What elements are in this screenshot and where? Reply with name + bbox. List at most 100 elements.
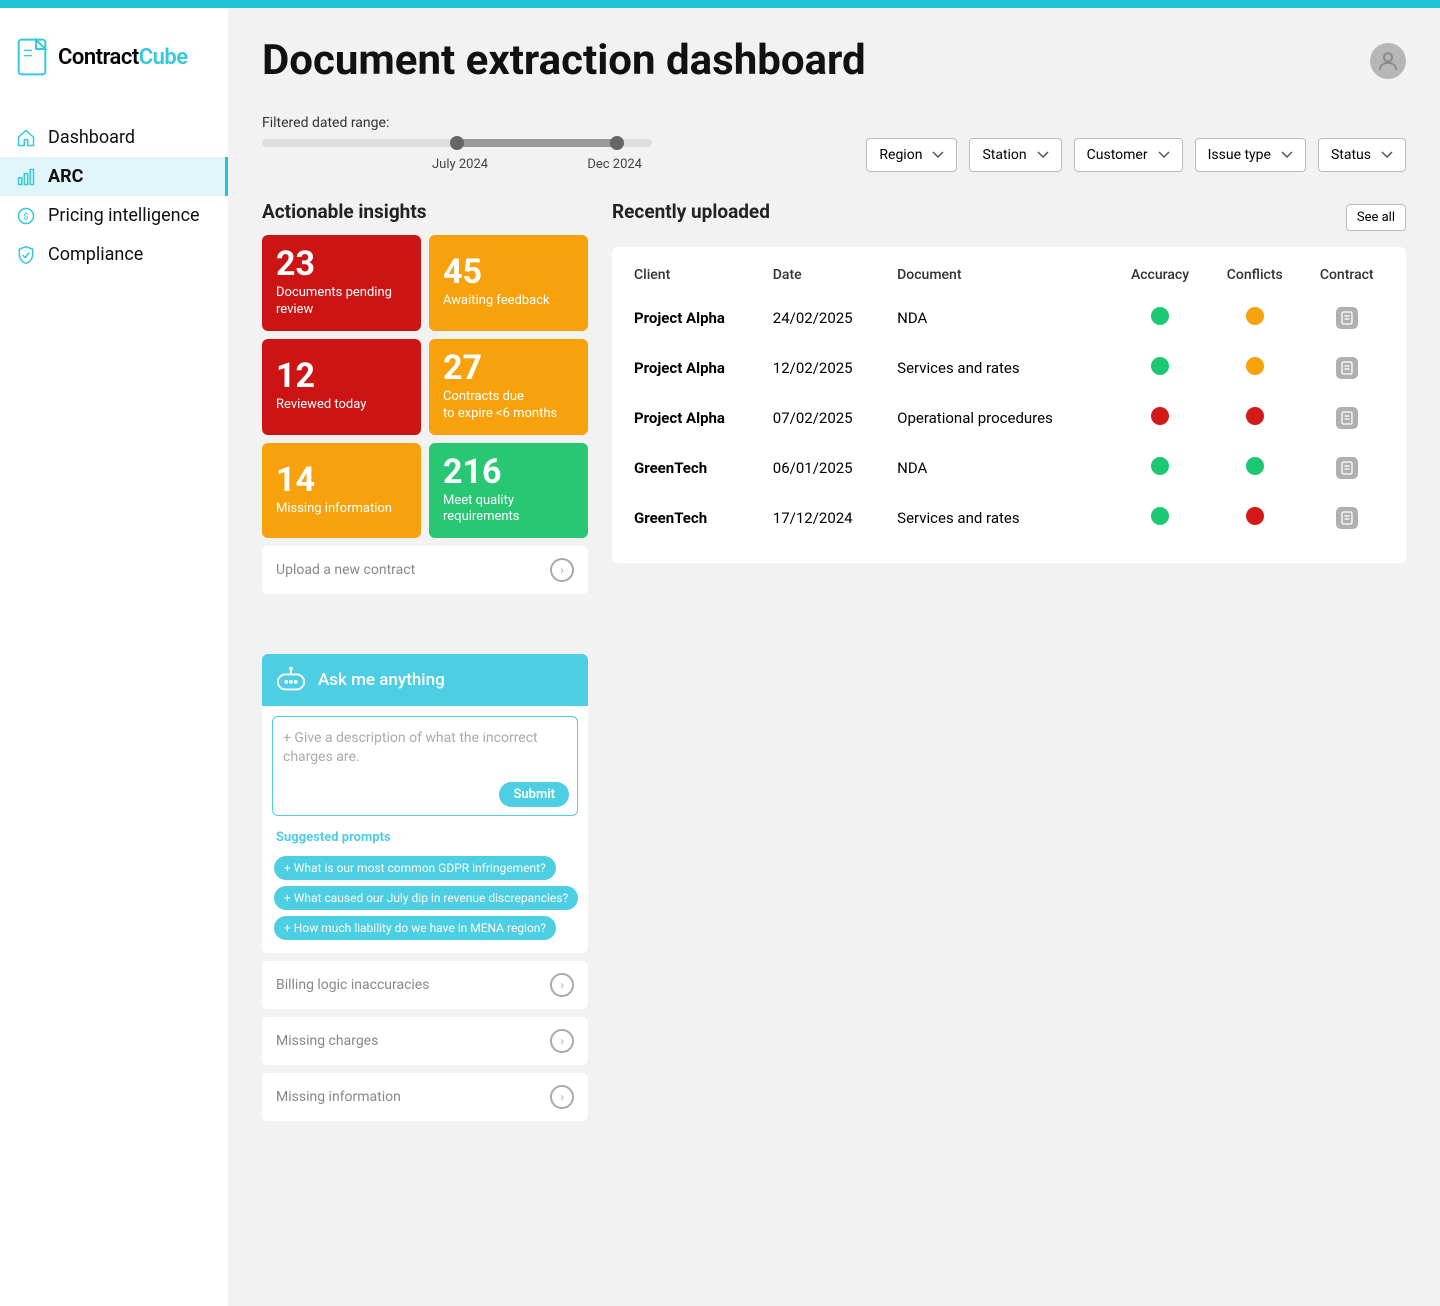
insight-card[interactable]: 27 Contracts dueto expire <6 months: [429, 339, 588, 435]
cell-date: 24/02/2025: [765, 293, 889, 343]
suggested-prompts-heading: Suggested prompts: [276, 830, 578, 845]
insight-value: 23: [276, 247, 407, 281]
table-row[interactable]: GreenTech06/01/2025NDA: [626, 443, 1392, 493]
suggested-chip[interactable]: + What is our most common GDPR infringem…: [274, 856, 556, 880]
page-title: Document extraction dashboard: [262, 36, 866, 85]
cell-document: Operational procedures: [889, 393, 1112, 443]
column-header: Accuracy: [1112, 257, 1208, 293]
insight-card[interactable]: 23 Documents pending review: [262, 235, 421, 331]
user-avatar[interactable]: [1370, 43, 1406, 79]
insight-label: Contracts dueto expire <6 months: [443, 389, 574, 423]
insight-cards-grid: 23 Documents pending review 45Awaiting fee…: [262, 235, 588, 538]
filter-select-region[interactable]: Region: [866, 138, 957, 172]
contract-doc-icon[interactable]: [1336, 457, 1358, 479]
svg-text:$: $: [23, 211, 28, 222]
date-range-slider[interactable]: [262, 139, 652, 147]
insight-label: Documents pending review: [276, 285, 407, 319]
nav-item-pricing-intelligence[interactable]: $Pricing intelligence: [0, 196, 228, 235]
cell-conflicts: [1208, 343, 1301, 393]
insight-value: 216: [443, 455, 574, 489]
nav-item-arc[interactable]: ARC: [0, 157, 228, 196]
sidebar: ContractCube Dashboard ARC $Pricing intell…: [0, 8, 228, 1306]
contract-doc-icon[interactable]: [1336, 307, 1358, 329]
uploads-heading: Recently uploaded: [612, 200, 770, 223]
contract-doc-icon[interactable]: [1336, 507, 1358, 529]
cell-accuracy: [1112, 343, 1208, 393]
logo-icon: [16, 36, 48, 78]
filter-select-customer[interactable]: Customer: [1074, 138, 1183, 172]
slider-handle-end[interactable]: [610, 136, 624, 150]
see-all-button[interactable]: See all: [1346, 204, 1406, 231]
shortcut-label: Billing logic inaccuracies: [276, 977, 429, 993]
cell-date: 17/12/2024: [765, 493, 889, 543]
cell-client: GreenTech: [626, 493, 765, 543]
filter-label: Station: [982, 147, 1026, 163]
suggested-chip[interactable]: + How much liability do we have in MENA …: [274, 916, 556, 940]
nav-item-label: Compliance: [48, 244, 143, 265]
ask-heading: Ask me anything: [318, 670, 445, 690]
insight-card[interactable]: 216 Meet quality requirements: [429, 443, 588, 539]
chevron-down-icon: [1158, 151, 1170, 159]
chevron-down-icon: [1281, 151, 1293, 159]
insight-value: 12: [276, 359, 407, 393]
filter-select-status[interactable]: Status: [1318, 138, 1406, 172]
submit-button[interactable]: Submit: [499, 782, 569, 807]
brand-logo[interactable]: ContractCube: [0, 26, 228, 118]
table-row[interactable]: Project Alpha24/02/2025NDA: [626, 293, 1392, 343]
cell-conflicts: [1208, 393, 1301, 443]
table-row[interactable]: Project Alpha07/02/2025Operational proce…: [626, 393, 1392, 443]
cell-document: NDA: [889, 443, 1112, 493]
shortcut-row[interactable]: Missing information›: [262, 1073, 588, 1121]
filter-label: Customer: [1087, 147, 1148, 163]
insight-card[interactable]: 45Awaiting feedback: [429, 235, 588, 331]
cell-accuracy: [1112, 293, 1208, 343]
upload-contract-label: Upload a new contract: [276, 562, 415, 578]
insight-value: 45: [443, 255, 574, 289]
ask-placeholder: + Give a description of what the incorre…: [283, 730, 538, 765]
cell-accuracy: [1112, 493, 1208, 543]
insight-card[interactable]: 14 Missing information: [262, 443, 421, 539]
table-row[interactable]: Project Alpha12/02/2025Services and rate…: [626, 343, 1392, 393]
top-accent-bar: [0, 0, 1440, 8]
chevron-right-icon: ›: [550, 973, 574, 997]
table-row[interactable]: GreenTech17/12/2024Services and rates: [626, 493, 1392, 543]
cell-document: Services and rates: [889, 493, 1112, 543]
cell-client: Project Alpha: [626, 293, 765, 343]
chevron-right-icon: ›: [550, 1029, 574, 1053]
cell-conflicts: [1208, 493, 1301, 543]
filter-selects: Region Station Customer Issue type Status: [866, 138, 1406, 172]
shortcut-row[interactable]: Missing charges›: [262, 1017, 588, 1065]
insight-label: Missing information: [276, 501, 407, 518]
shortcut-label: Missing information: [276, 1089, 401, 1105]
cell-conflicts: [1208, 443, 1301, 493]
upload-contract-row[interactable]: Upload a new contract ›: [262, 546, 588, 594]
insight-value: 27: [443, 351, 574, 385]
filter-label: Status: [1331, 147, 1371, 163]
filter-select-station[interactable]: Station: [969, 138, 1061, 172]
insight-card[interactable]: 12 Reviewed today: [262, 339, 421, 435]
uploads-table-card: ClientDateDocumentAccuracyConflictsContr…: [612, 247, 1406, 563]
suggested-chip[interactable]: + What caused our July dip in revenue di…: [274, 886, 578, 910]
cell-document: NDA: [889, 293, 1112, 343]
filter-select-issue-type[interactable]: Issue type: [1195, 138, 1306, 172]
suggested-chips: + What is our most common GDPR infringem…: [272, 853, 578, 943]
filter-label: Region: [879, 147, 922, 163]
column-header: Document: [889, 257, 1112, 293]
extra-rows: Billing logic inaccuracies›Missing charg…: [262, 961, 588, 1121]
insight-label: Meet quality requirements: [443, 493, 574, 527]
nav-item-dashboard[interactable]: Dashboard: [0, 118, 228, 157]
cell-date: 12/02/2025: [765, 343, 889, 393]
slider-handle-start[interactable]: [450, 136, 464, 150]
slider-start-label: July 2024: [432, 157, 488, 172]
cell-client: Project Alpha: [626, 393, 765, 443]
contract-doc-icon[interactable]: [1336, 407, 1358, 429]
insight-value: 14: [276, 463, 407, 497]
column-header: Contract: [1301, 257, 1392, 293]
contract-doc-icon[interactable]: [1336, 357, 1358, 379]
shortcut-row[interactable]: Billing logic inaccuracies ›: [262, 961, 588, 1009]
insight-label: Reviewed today: [276, 397, 407, 414]
ask-input[interactable]: + Give a description of what the incorre…: [272, 716, 578, 816]
nav-item-label: Dashboard: [48, 127, 135, 148]
nav-item-label: ARC: [48, 166, 83, 187]
nav-item-compliance[interactable]: Compliance: [0, 235, 228, 274]
